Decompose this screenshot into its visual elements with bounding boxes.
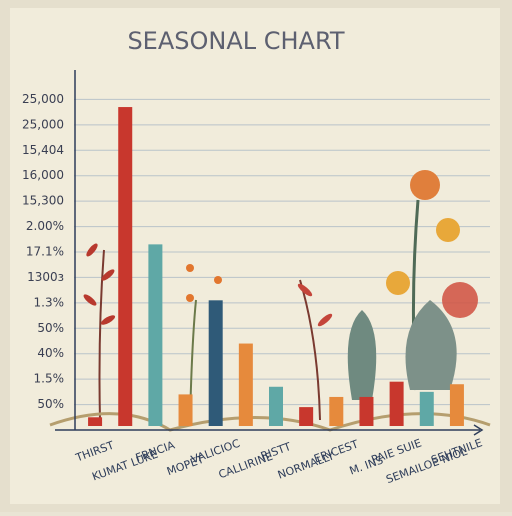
y-tick-label: 25,000 bbox=[22, 92, 64, 106]
bar bbox=[208, 300, 223, 426]
y-tick-label: 1.5% bbox=[34, 372, 65, 386]
bar bbox=[389, 381, 404, 426]
y-tick-label: 15,300 bbox=[22, 194, 64, 208]
bar bbox=[148, 244, 163, 426]
decoration bbox=[49, 170, 491, 432]
bar bbox=[88, 417, 103, 426]
y-tick-label: 16,000 bbox=[22, 168, 64, 182]
bar bbox=[329, 396, 344, 426]
bar bbox=[449, 384, 464, 426]
y-tick-label: 17.1% bbox=[26, 245, 64, 259]
y-tick-label: 2.00% bbox=[26, 219, 64, 233]
bar bbox=[178, 394, 193, 426]
bar bbox=[269, 386, 283, 426]
axis-arrow bbox=[473, 424, 484, 436]
y-tick-label: 50% bbox=[37, 321, 64, 335]
bar bbox=[359, 396, 374, 426]
chart-title: SEASONAL CHART bbox=[127, 27, 344, 55]
bar bbox=[238, 343, 253, 426]
y-tick-label: 1.3% bbox=[34, 295, 65, 309]
bar bbox=[419, 391, 434, 426]
bar bbox=[299, 407, 314, 426]
bar bbox=[118, 107, 133, 427]
y-tick-label: 1300з bbox=[27, 270, 64, 284]
y-tick-label: 50% bbox=[37, 397, 64, 411]
y-tick-label: 40% bbox=[37, 346, 64, 360]
y-tick-label: 15,404 bbox=[22, 143, 64, 157]
y-tick-label: 25,000 bbox=[22, 117, 64, 131]
